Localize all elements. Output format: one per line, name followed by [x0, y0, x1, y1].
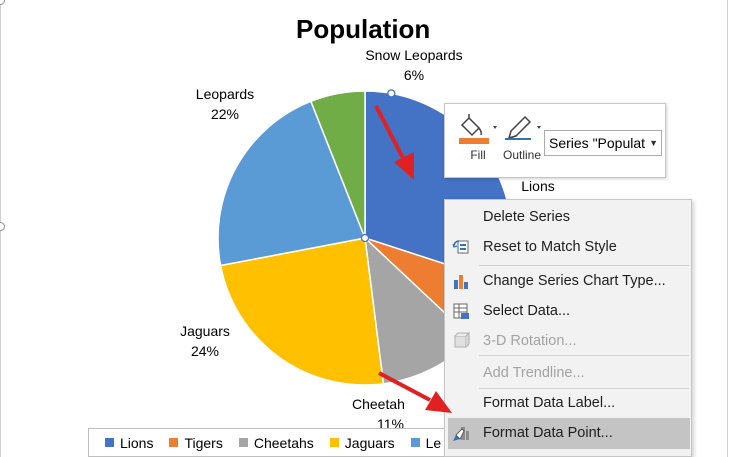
legend-label: Le	[425, 434, 442, 451]
menu-item-label: Delete Series	[483, 209, 571, 225]
menu-item-label: Select Data...	[483, 303, 571, 319]
menu-item-label: Format Data Point...	[483, 425, 613, 441]
data-label-snow-leopards-value: 6%	[403, 67, 425, 83]
selection-handle[interactable]	[387, 89, 396, 98]
fill-button[interactable]: Fill	[453, 108, 503, 172]
fill-label: Fill	[470, 148, 486, 162]
legend-label: Lions	[120, 434, 154, 451]
legend-item-cheetahs[interactable]: Cheetahs	[238, 434, 314, 451]
menu-item-3d-rotation[interactable]: 3-D Rotation...	[445, 326, 691, 357]
menu-item-label: Add Trendline...	[483, 365, 585, 381]
menu-item-format-data-point[interactable]: Format Data Point...	[448, 418, 690, 449]
menu-item-select-data[interactable]: Select Data...	[445, 296, 691, 327]
menu-item-label: Reset to Match Style	[483, 239, 617, 255]
data-label-leopards-value: 22%	[210, 106, 240, 122]
menu-item-reset-to-match-style[interactable]: Reset to Match Style	[445, 232, 691, 263]
legend-label: Cheetahs	[253, 434, 314, 451]
chart-resize-handle-top-left[interactable]	[0, 0, 5, 5]
menu-item-format-data-label[interactable]: Format Data Label...	[445, 388, 691, 419]
menu-separator	[479, 388, 689, 389]
data-label-leopards[interactable]: Leopards 22%	[182, 84, 268, 124]
legend-swatch	[329, 438, 339, 447]
legend-swatch	[169, 438, 179, 447]
menu-separator	[479, 265, 689, 266]
menu-item-label: Change Series Chart Type...	[483, 273, 666, 289]
legend-swatch	[238, 438, 248, 447]
legend-swatch	[410, 438, 420, 447]
legend-swatch	[105, 438, 114, 447]
format-mini-toolbar: Fill Outline Series "Populat ▼	[444, 103, 666, 178]
3d-rotation-icon	[454, 332, 470, 348]
legend-label: Jaguars	[344, 434, 395, 451]
pen-outline-icon	[505, 115, 541, 140]
data-label-lions-name: Lions	[521, 178, 555, 194]
series-select-dropdown[interactable]: Series "Populat ▼	[544, 130, 662, 156]
data-label-jaguars-value: 24%	[190, 343, 220, 359]
select-data-icon	[453, 303, 469, 319]
outline-button[interactable]: Outline	[497, 108, 547, 172]
legend-item-leopards[interactable]: Le	[410, 434, 442, 451]
data-label-lions[interactable]: Lions	[513, 176, 563, 196]
menu-separator	[479, 355, 689, 356]
pie-slice-jaguars[interactable]	[219, 237, 385, 386]
outline-label: Outline	[502, 148, 542, 162]
pie-slice-leopards[interactable]	[217, 100, 367, 267]
data-label-leopards-name: Leopards	[195, 86, 255, 102]
menu-item-change-series-chart-type[interactable]: Change Series Chart Type...	[445, 266, 691, 297]
pie-slice-snow-leopards[interactable]	[309, 90, 366, 239]
chevron-down-icon: ▼	[649, 138, 658, 148]
chart-resize-handle-left[interactable]	[0, 222, 5, 231]
data-label-cheetahs-name: Cheetah	[352, 396, 405, 412]
chart-type-icon	[454, 275, 468, 289]
menu-item-add-trendline[interactable]: Add Trendline...	[445, 358, 691, 389]
series-select-value: Series "Populat	[549, 135, 646, 151]
context-menu: Delete Series Reset to Match Style Chang…	[444, 199, 692, 457]
selection-handle[interactable]	[360, 233, 370, 243]
menu-item-label: 3-D Rotation...	[483, 333, 577, 349]
chart-title[interactable]: Population	[296, 14, 431, 44]
legend-item-lions[interactable]: Lions	[105, 435, 153, 451]
menu-item-label: Format Data Label...	[483, 395, 616, 411]
data-label-snow-leopards[interactable]: Snow Leopards 6%	[356, 45, 472, 85]
data-label-jaguars-name: Jaguars	[180, 323, 230, 339]
data-label-snow-leopards-name: Snow Leopards	[365, 47, 463, 63]
chart-right-edge	[727, 0, 728, 457]
legend-item-tigers[interactable]: Tigers	[169, 434, 223, 451]
menu-item-delete-series[interactable]: Delete Series	[445, 202, 691, 233]
paint-bucket-icon	[459, 114, 497, 144]
format-data-point-icon	[453, 427, 469, 441]
legend-item-jaguars[interactable]: Jaguars	[329, 434, 395, 451]
reset-style-icon	[452, 240, 469, 254]
data-label-jaguars[interactable]: Jaguars 24%	[170, 321, 240, 361]
legend-label: Tigers	[184, 434, 223, 451]
